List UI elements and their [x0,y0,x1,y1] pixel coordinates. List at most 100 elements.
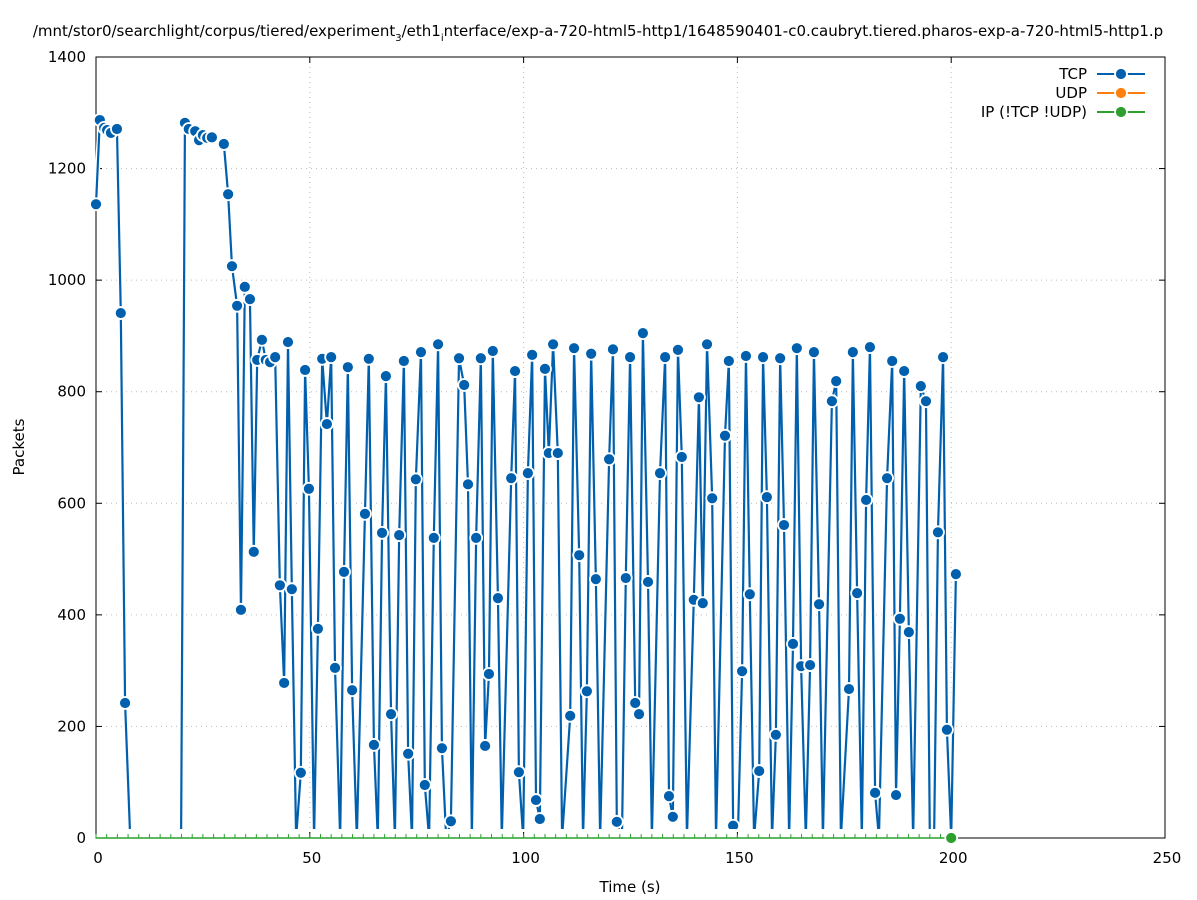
x-tick-label: 50 [302,849,321,867]
tcp-point [90,197,103,212]
tcp-point [829,374,844,389]
y-tick-label: 400 [57,606,86,624]
tcp-point [277,676,292,690]
legend-label: IP (!TCP !UDP) [981,103,1087,121]
tcp-point [863,340,877,354]
axis-ticks: 0 50 100 150 200 250 0 200 400 600 800 1000 1200 1400 [48,48,1182,867]
tcp-point [742,587,757,602]
tcp-point [268,350,283,365]
tcp-point [588,572,603,587]
tcp-point [662,789,676,804]
tcp-point [457,378,472,392]
ip-point [944,831,959,845]
tcp-point [246,544,261,559]
tcp-point [255,332,269,347]
tcp-point [913,379,928,394]
tcp-point [491,591,505,606]
tcp-point [324,350,339,365]
tcp-point [337,565,351,579]
tcp-point [328,660,342,675]
tcp-point [665,809,680,824]
tcp-point [949,567,963,582]
tcp-point [384,707,398,722]
tcp-point [532,812,547,826]
tcp-point [931,525,945,540]
tcp-point [868,785,882,800]
tcp-point [230,298,245,313]
tcp-point [473,351,488,366]
tcp-point [692,390,706,405]
tcp-point [936,350,950,365]
tcp-point [110,122,124,136]
chart-title: /mnt/stor0/searchlight/corpus/tiered/exp… [33,22,1163,44]
tcp-point [824,394,839,409]
tcp-point [435,741,449,756]
legend-marker [1114,86,1128,100]
tcp-point [735,664,750,679]
tcp-point [504,471,519,486]
tcp-point [789,341,804,356]
tcp-series [90,111,963,829]
x-tick-label: 0 [93,849,103,867]
tcp-point [606,342,620,357]
tcp-point [940,722,954,737]
tcp-point [718,428,732,443]
tcp-point [452,351,466,366]
tcp-point [700,337,714,352]
tcp-point [272,578,287,593]
tcp-point [850,586,865,601]
tcp-point [367,737,381,752]
tcp-point [786,636,800,651]
tcp-point [401,746,416,761]
tcp-point [529,793,543,807]
tcp-point [880,471,894,486]
tcp-point [653,466,667,481]
tcp-point [426,530,441,545]
tcp-point [113,306,128,320]
tcp-point [340,360,355,375]
tcp-point [508,364,522,378]
tcp-point [845,345,860,360]
y-tick-label: 1200 [48,160,86,178]
tcp-point [478,739,493,753]
tcp-point [375,525,389,540]
tcp-point [842,682,856,696]
tcp-point [311,621,325,636]
tcp-point [695,596,710,611]
tcp-point [345,683,360,698]
tcp-point [444,814,458,829]
tcp-point [408,472,423,487]
tcp-point [417,778,432,792]
title-subscript: 3 [395,33,401,44]
x-tick-label: 150 [725,849,754,867]
y-tick-label: 0 [76,829,86,847]
tcp-point [641,575,655,589]
tcp-point [396,354,411,368]
y-axis-label: Packets [10,418,28,475]
tcp-point [609,814,624,829]
tcp-point [618,571,633,585]
tcp-point [546,337,561,352]
tcp-point [563,708,578,723]
tcp-point [768,727,783,742]
tcp-point [889,788,903,802]
tcp-point [674,450,689,464]
y-tick-label: 1000 [48,271,86,289]
tcp-point [520,466,535,481]
tcp-point [204,130,219,145]
tcp-point [892,611,907,626]
y-tick-label: 600 [57,494,86,512]
tcp-point [773,351,788,366]
tcp-point [658,350,673,365]
tcp-point [897,364,912,378]
x-tick-label: 100 [511,849,540,867]
tcp-point [379,369,393,383]
tcp-point [550,446,565,460]
tcp-point [632,707,646,722]
tcp-point [760,490,774,505]
tcp-point [511,765,526,780]
title-subscript: i [441,33,444,44]
tcp-point [298,363,312,377]
